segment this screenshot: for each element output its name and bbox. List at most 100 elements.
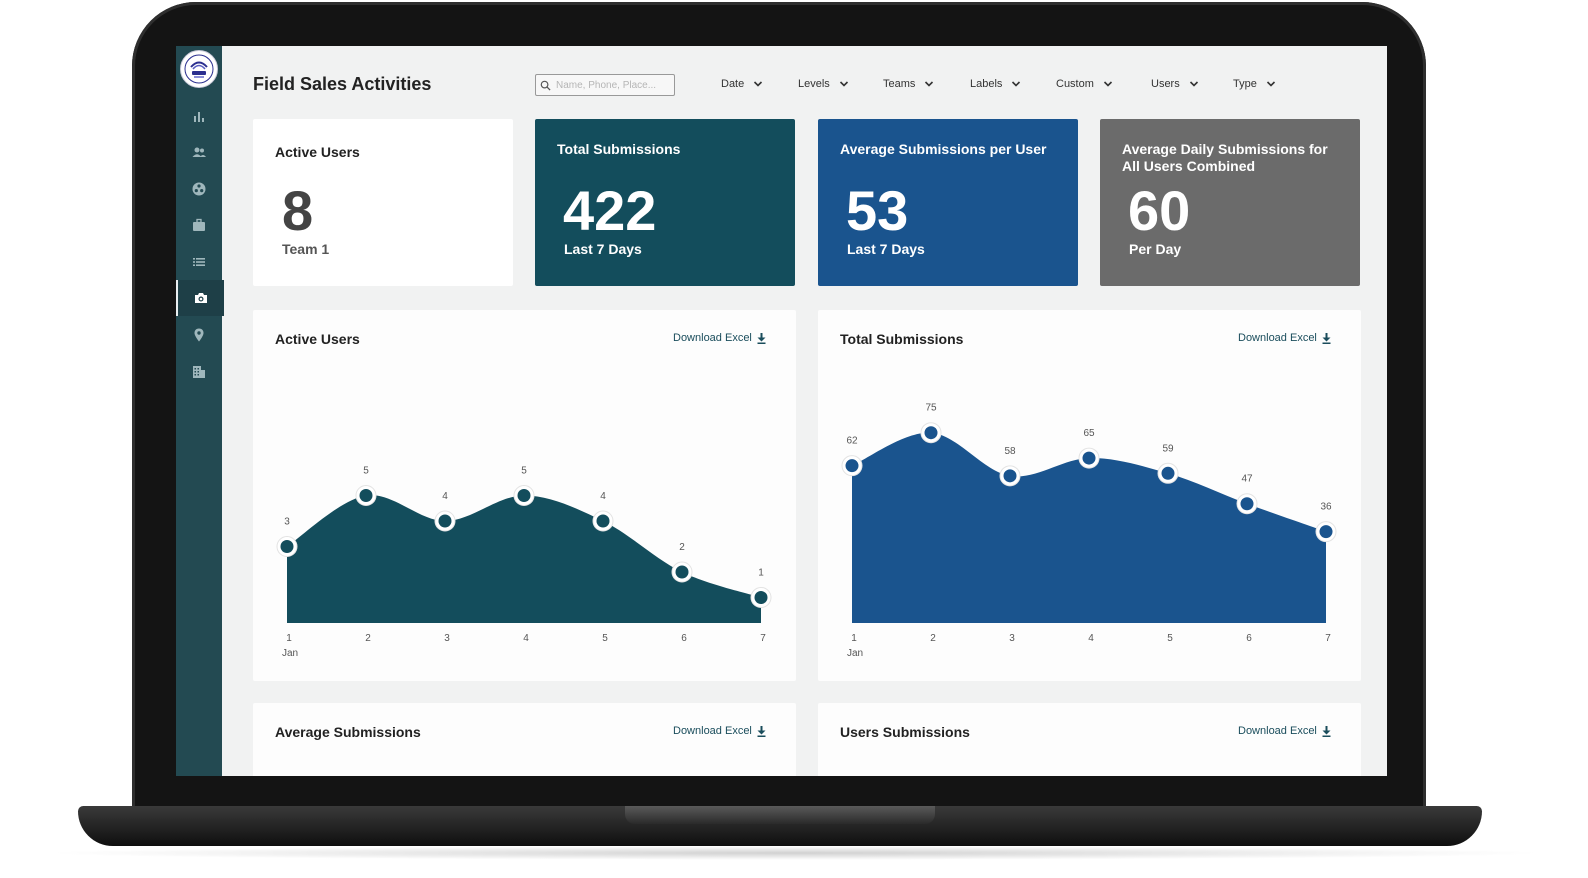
download-icon: [1322, 332, 1331, 344]
data-label: 62: [846, 436, 858, 447]
data-point[interactable]: [1157, 462, 1179, 484]
stat-sub: Last 7 Days: [564, 241, 642, 257]
stat-value: 422: [563, 179, 657, 242]
sidebar-item-analytics[interactable]: [176, 98, 222, 134]
download-excel-button[interactable]: Download Excel: [1238, 725, 1331, 737]
data-point[interactable]: [276, 536, 298, 557]
sidebar-item-places[interactable]: [176, 354, 222, 390]
total-submissions-chart: 62 1 75 2 58 3 65 4 59 5 47 6 36 7 Jan: [841, 403, 1337, 659]
stat-value: 8: [282, 179, 314, 242]
panel-active-users: Active Users Download Excel 3 1 5 2 4 3 5 4 4 5 2 6…: [253, 310, 796, 681]
data-point[interactable]: [999, 465, 1021, 487]
filter-labels[interactable]: Labels: [970, 78, 1021, 90]
x-tick-label: 2: [930, 633, 936, 644]
x-tick-sublabel: Jan: [282, 648, 298, 659]
filter-label: Users: [1151, 78, 1180, 90]
x-tick-sublabel: Jan: [847, 648, 863, 659]
download-label: Download Excel: [673, 332, 752, 344]
x-tick-label: 6: [681, 633, 687, 644]
download-excel-button[interactable]: Download Excel: [1238, 332, 1331, 344]
chevron-down-icon: [925, 81, 934, 87]
filter-teams[interactable]: Teams: [883, 78, 934, 90]
data-point[interactable]: [513, 485, 535, 506]
panel-average-submissions: Average Submissions Download Excel: [253, 703, 796, 776]
stat-sub: Team 1: [282, 241, 330, 257]
chevron-down-icon: [1012, 81, 1021, 87]
panel-title: Active Users: [275, 331, 360, 347]
download-label: Download Excel: [673, 725, 752, 737]
sidebar-item-locations[interactable]: [176, 317, 222, 353]
x-tick-label: 7: [760, 633, 766, 644]
download-icon: [757, 332, 766, 344]
network-icon: [192, 182, 206, 196]
download-excel-button[interactable]: Download Excel: [673, 332, 766, 344]
search-input[interactable]: [554, 78, 673, 92]
data-point[interactable]: [920, 422, 942, 444]
filter-custom[interactable]: Custom: [1056, 78, 1113, 90]
search-icon: [540, 80, 551, 91]
sidebar-item-network[interactable]: [176, 171, 222, 207]
x-tick-label: 4: [1088, 633, 1094, 644]
sidebar-item-list[interactable]: [176, 244, 222, 280]
x-tick-label: 6: [1246, 633, 1252, 644]
chart-area: [287, 495, 761, 623]
x-tick-label: 3: [444, 633, 450, 644]
stat-card-total-submissions: Total Submissions 422 Last 7 Days: [535, 119, 795, 286]
download-excel-button[interactable]: Download Excel: [673, 725, 766, 737]
x-tick-label: 5: [1167, 633, 1173, 644]
app-screen: Field Sales Activities Date Levels Teams…: [176, 46, 1387, 776]
stat-sub: Last 7 Days: [847, 241, 925, 257]
sidebar-item-users[interactable]: [176, 134, 222, 170]
stat-title: Total Submissions: [557, 141, 681, 157]
panel-users-submissions: Users Submissions Download Excel: [818, 703, 1361, 776]
stat-card-active-users: Active Users 8 Team 1: [253, 119, 513, 286]
data-point[interactable]: [355, 485, 377, 506]
filter-levels[interactable]: Levels: [798, 78, 849, 90]
x-tick-label: 5: [602, 633, 608, 644]
page-title: Field Sales Activities: [253, 74, 432, 94]
data-label: 75: [925, 403, 937, 414]
panel-total-submissions: Total Submissions Download Excel 62 1 75 2 5…: [818, 310, 1361, 681]
active-users-chart: 3 1 5 2 4 3 5 4 4 5 2 6 1 7 Jan: [276, 466, 772, 659]
filter-users[interactable]: Users: [1151, 78, 1199, 90]
chevron-down-icon: [1189, 81, 1198, 87]
stat-card-avg-per-user: Average Submissions per User 53 Last 7 D…: [818, 119, 1078, 286]
filter-label: Levels: [798, 78, 830, 90]
data-point[interactable]: [841, 455, 863, 477]
data-point[interactable]: [1236, 493, 1258, 515]
panel-title: Users Submissions: [840, 724, 970, 740]
data-point[interactable]: [671, 561, 693, 583]
filter-date[interactable]: Date: [721, 78, 763, 90]
stat-value: 53: [846, 179, 909, 242]
sidebar: [176, 46, 224, 776]
data-point[interactable]: [592, 510, 614, 532]
data-point[interactable]: [750, 587, 772, 608]
brand-logo[interactable]: [180, 50, 218, 88]
laptop-shadow: [40, 846, 1550, 860]
download-icon: [757, 725, 766, 737]
camera-icon: [195, 293, 207, 303]
data-label: 4: [600, 491, 606, 502]
stat-value: 60: [1128, 179, 1191, 242]
data-label: 2: [679, 542, 685, 553]
x-tick-label: 2: [365, 633, 371, 644]
data-label: 65: [1083, 428, 1095, 439]
data-label: 59: [1162, 443, 1174, 454]
list-icon: [193, 258, 205, 266]
x-tick-label: 3: [1009, 633, 1015, 644]
data-point[interactable]: [1078, 447, 1100, 469]
data-label: 36: [1320, 502, 1332, 513]
stat-sub: Per Day: [1129, 241, 1182, 257]
building-icon: [193, 366, 205, 378]
data-point[interactable]: [434, 510, 456, 532]
search-box[interactable]: [535, 74, 675, 96]
x-tick-label: 7: [1325, 633, 1331, 644]
data-point[interactable]: [1315, 521, 1337, 543]
data-label: 1: [758, 568, 764, 579]
filter-type[interactable]: Type: [1233, 78, 1276, 90]
sidebar-item-jobs[interactable]: [176, 207, 222, 243]
download-icon: [1322, 725, 1331, 737]
filter-label: Teams: [883, 78, 916, 90]
sidebar-item-submissions[interactable]: [176, 280, 224, 316]
x-tick-label: 1: [851, 633, 857, 644]
